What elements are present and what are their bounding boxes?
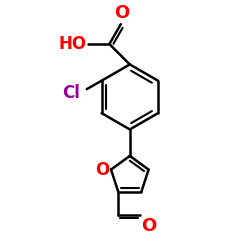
Text: O: O: [114, 4, 130, 22]
Text: O: O: [95, 160, 109, 178]
Text: Cl: Cl: [62, 84, 80, 102]
Text: O: O: [141, 217, 156, 235]
Text: HO: HO: [58, 35, 86, 53]
